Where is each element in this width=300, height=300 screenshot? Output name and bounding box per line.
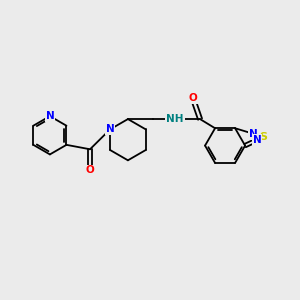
Text: O: O [188,93,197,103]
Text: N: N [249,129,258,139]
Text: N: N [106,124,114,134]
Text: N: N [253,135,262,145]
Text: S: S [260,132,268,142]
Text: O: O [85,166,94,176]
Text: N: N [46,111,54,121]
Text: NH: NH [166,114,184,124]
